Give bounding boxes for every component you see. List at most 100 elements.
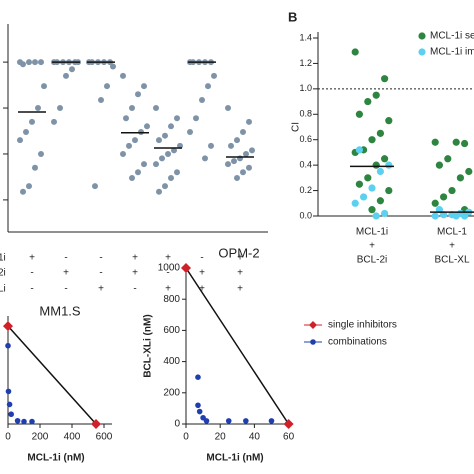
data-point	[135, 91, 141, 98]
y-tick-label: 400	[163, 356, 180, 367]
legend-label: single inhibitors	[328, 320, 397, 331]
x-tick-label: BCL-XL	[434, 255, 469, 266]
sign: -	[30, 268, 33, 279]
combination	[5, 388, 12, 395]
x-tick-label: BCL-2i	[357, 255, 388, 266]
x-tick-label: +	[449, 241, 455, 252]
data-point	[231, 158, 237, 165]
data-point	[126, 142, 132, 149]
data-point	[208, 142, 214, 149]
data-point	[120, 150, 126, 157]
single-inhibitor	[283, 419, 294, 429]
x-tick-label: MCL-1	[437, 227, 467, 238]
combination	[21, 418, 27, 425]
data-point	[57, 105, 63, 112]
data-point	[372, 91, 380, 99]
combination	[268, 418, 275, 424]
data-point	[120, 72, 126, 79]
data-point	[29, 118, 35, 125]
data-point	[381, 155, 389, 163]
data-point	[355, 180, 363, 188]
x-tick-label: 60	[283, 432, 295, 443]
data-point	[368, 206, 376, 214]
single-inhibitor	[91, 419, 101, 429]
legend-swatch	[418, 32, 426, 40]
combination	[14, 417, 21, 424]
combination	[5, 342, 11, 349]
data-point	[376, 129, 384, 137]
data-point	[165, 150, 171, 157]
data-point	[153, 105, 159, 112]
y-axis-label: BCL-XLi (nM)	[143, 314, 154, 377]
data-point	[162, 132, 168, 139]
data-point	[156, 188, 162, 195]
y-tick-label: 0.6	[299, 134, 312, 144]
data-point	[381, 75, 389, 83]
y-tick-label: 200	[163, 387, 180, 398]
data-point	[187, 129, 193, 136]
data-point	[385, 186, 393, 195]
single-inhibitor	[181, 263, 191, 273]
sign: -	[64, 284, 67, 295]
x-tick-label: 200	[32, 432, 49, 443]
data-point	[51, 118, 57, 125]
data-point	[444, 155, 452, 163]
combination	[29, 418, 35, 425]
data-point	[202, 155, 208, 162]
additivity-line	[7, 325, 97, 425]
data-point	[376, 167, 384, 176]
row-label: Li	[0, 284, 6, 295]
data-point	[448, 186, 456, 195]
data-point	[385, 117, 393, 125]
sign: +	[237, 284, 243, 295]
row-label: 1i	[0, 253, 6, 264]
data-point	[376, 197, 384, 205]
combination	[196, 408, 203, 415]
data-point	[129, 105, 135, 112]
x-tick-label: MCL-1i	[356, 227, 388, 238]
data-point	[360, 193, 368, 201]
x-tick-label: 600	[96, 432, 113, 443]
data-point	[351, 48, 359, 56]
y-tick-label: 1000	[158, 263, 181, 274]
legend-label: MCL-1i se	[430, 31, 474, 42]
y-tick-label: 1.4	[299, 32, 312, 42]
x-axis-label: MCL-1i (nM)	[27, 453, 84, 464]
data-point	[246, 118, 252, 125]
legend-label: MCL-1i im	[430, 47, 474, 58]
sign: -	[200, 253, 203, 264]
sign: +	[199, 284, 205, 295]
sign: -	[64, 253, 67, 264]
data-point	[168, 174, 174, 181]
y-tick-label: 1.0	[299, 83, 312, 93]
additivity-line	[185, 267, 290, 425]
combination	[243, 418, 249, 424]
data-point	[431, 212, 439, 220]
data-point	[69, 66, 75, 73]
y-tick-label: 600	[163, 325, 180, 336]
y-tick-label: 0.8	[299, 109, 312, 119]
x-tick-label: +	[369, 241, 375, 252]
data-point	[246, 164, 252, 171]
sign: -	[166, 268, 169, 279]
data-point	[368, 136, 376, 144]
data-point	[35, 105, 41, 112]
data-point	[193, 115, 199, 122]
data-point	[431, 138, 439, 146]
data-point	[129, 174, 135, 181]
data-point	[32, 59, 38, 66]
x-axis-label: MCL-1i (nM)	[206, 453, 263, 464]
x-tick-label: 20	[215, 432, 227, 443]
data-point	[240, 169, 246, 176]
y-tick-label: 800	[163, 294, 180, 305]
data-point	[225, 105, 231, 112]
sign: -	[30, 284, 33, 295]
data-point	[465, 167, 473, 176]
data-point	[26, 183, 32, 190]
data-point	[110, 63, 116, 70]
data-point	[32, 164, 38, 171]
y-tick-label: 0.2	[299, 185, 312, 195]
data-point	[20, 61, 26, 68]
y-tick-label: 1.2	[299, 58, 312, 68]
